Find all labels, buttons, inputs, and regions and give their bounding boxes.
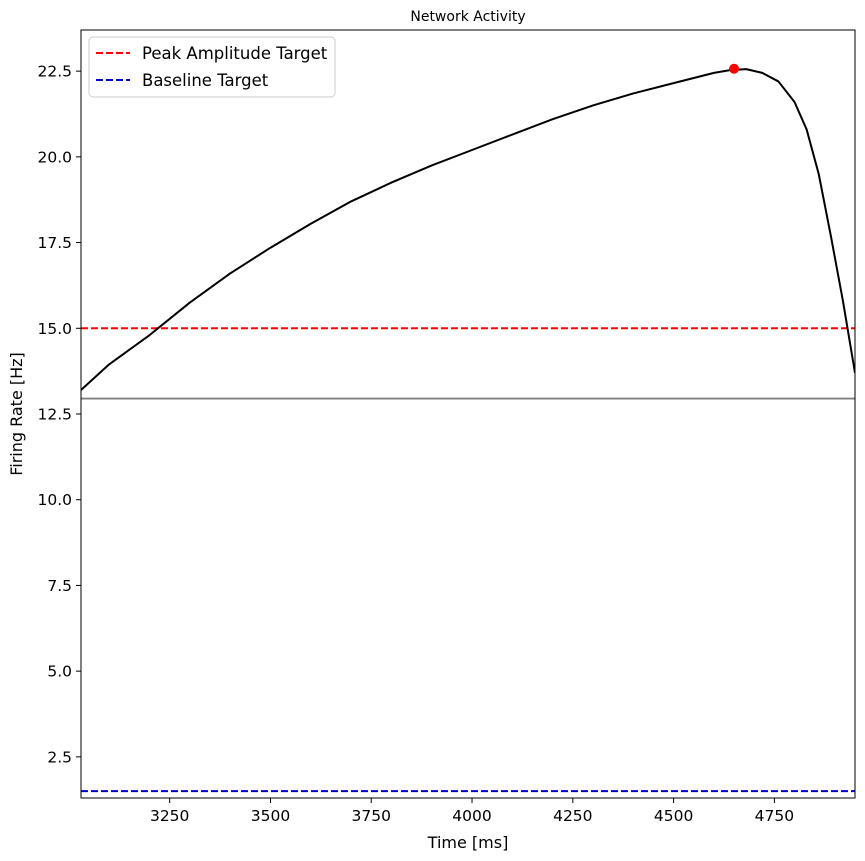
legend-label-baseline-target: Baseline Target bbox=[142, 71, 269, 90]
x-tick-label: 3250 bbox=[150, 807, 189, 825]
y-tick-label: 10.0 bbox=[37, 491, 72, 509]
axes-frame bbox=[80, 29, 856, 799]
chart-title: Network Activity bbox=[410, 9, 525, 25]
legend-label-peak-amplitude-target: Peak Amplitude Target bbox=[142, 44, 328, 63]
legend-box bbox=[88, 36, 336, 98]
y-tick-label: 22.5 bbox=[37, 63, 72, 81]
y-tick-label: 12.5 bbox=[37, 406, 72, 424]
y-tick-label: 20.0 bbox=[37, 148, 72, 166]
x-tick-label: 4750 bbox=[755, 807, 794, 825]
legend: Peak Amplitude Target Baseline Target bbox=[88, 36, 336, 98]
series-line-0 bbox=[81, 68, 855, 391]
y-tick-label: 15.0 bbox=[37, 320, 72, 338]
x-axis: 3250 3500 3750 4000 4250 4500 4750 bbox=[150, 798, 794, 825]
y-tick-label: 7.5 bbox=[47, 577, 72, 595]
x-tick-label: 4250 bbox=[553, 807, 592, 825]
y-axis-label: Firing Rate [Hz] bbox=[7, 352, 26, 476]
plot-area bbox=[81, 63, 855, 793]
x-tick-label: 4000 bbox=[452, 807, 491, 825]
y-axis: 2.5 5.0 7.5 10.0 12.5 15.0 17.5 20.0 22.5 bbox=[37, 63, 81, 766]
peak-point-marker bbox=[729, 63, 740, 74]
x-tick-label: 4500 bbox=[654, 807, 693, 825]
y-tick-label: 17.5 bbox=[37, 234, 72, 252]
y-tick-label: 2.5 bbox=[47, 748, 72, 766]
y-tick-label: 5.0 bbox=[47, 663, 72, 681]
x-axis-label: Time [ms] bbox=[427, 833, 509, 852]
x-tick-label: 3500 bbox=[251, 807, 290, 825]
x-tick-label: 3750 bbox=[352, 807, 391, 825]
